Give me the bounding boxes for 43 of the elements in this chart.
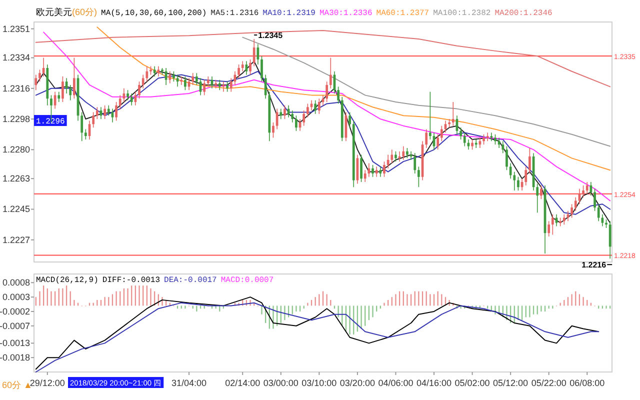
x-tick-label: 31/04:00 (172, 378, 207, 388)
y-tick-label: -0.0002 (0, 306, 30, 316)
y-tick-label: 1.2351 (2, 24, 30, 34)
x-tick-label: 03/20:00 (340, 378, 375, 388)
x-tick-label: 29/12:00 (30, 378, 65, 388)
chart-subtitle: (60分) (72, 7, 98, 17)
y-tick-label: 1.2316 (2, 83, 30, 94)
x-tick-label: 06/08:00 (570, 378, 605, 388)
annotation: 1.2216 (582, 260, 607, 270)
x-tick-label: 05/12:00 (493, 378, 528, 388)
y-tick-label: 1.2280 (2, 144, 30, 155)
x-tick-label: 04/06:00 (378, 378, 414, 388)
x-tick-label: 03/10:00 (302, 378, 337, 388)
y-tick-label: -0.0018 (0, 352, 30, 363)
y-tick-label: -0.0013 (0, 338, 30, 348)
annotation: MACD:0.0007 (220, 276, 274, 285)
text: MA5:1.2316 (210, 9, 259, 18)
y-tick-label: 1.2245 (2, 204, 30, 214)
x-tick-label: 05/22:00 (531, 378, 566, 388)
x-tick-label: 04/16:00 (416, 378, 452, 388)
x-tick-label: 03/00:00 (263, 378, 298, 388)
y-tick-label: 1.2334 (2, 52, 30, 63)
text: MA200:1.2346 (494, 9, 553, 18)
annotation: 1.2296 (36, 118, 66, 126)
series-label: DIFF:-0.0013 (102, 276, 160, 285)
chart-title: 欧元美元 (36, 7, 72, 17)
x-tick-label: 02/14:00 (225, 378, 260, 388)
y-tick-label: 1.2227 (2, 234, 30, 245)
y-tick-label: 1.2263 (2, 174, 30, 184)
y-tick-label: 1.2298 (2, 114, 30, 124)
legend-title: MA(5,10,30,60,100,200) (101, 9, 207, 18)
y-tick-label: 0.0003 (2, 292, 30, 302)
chart-title: MACD(26,12,9) (36, 276, 98, 285)
text: MA10:1.2319 (262, 9, 316, 18)
x-tick-label: 05/02:00 (454, 378, 490, 388)
annotation: 1.2345 (258, 31, 284, 40)
text: MA30:1.2336 (319, 9, 372, 18)
y-tick-label: -0.0007 (0, 320, 30, 331)
y-tick-label: 0.0008 (2, 278, 30, 288)
text: MA100:1.2382 (433, 9, 491, 18)
text: DEA:-0.0017 (164, 276, 218, 285)
cursor-label: 1.2296 (34, 115, 67, 126)
text: MA60:1.2377 (376, 9, 430, 18)
